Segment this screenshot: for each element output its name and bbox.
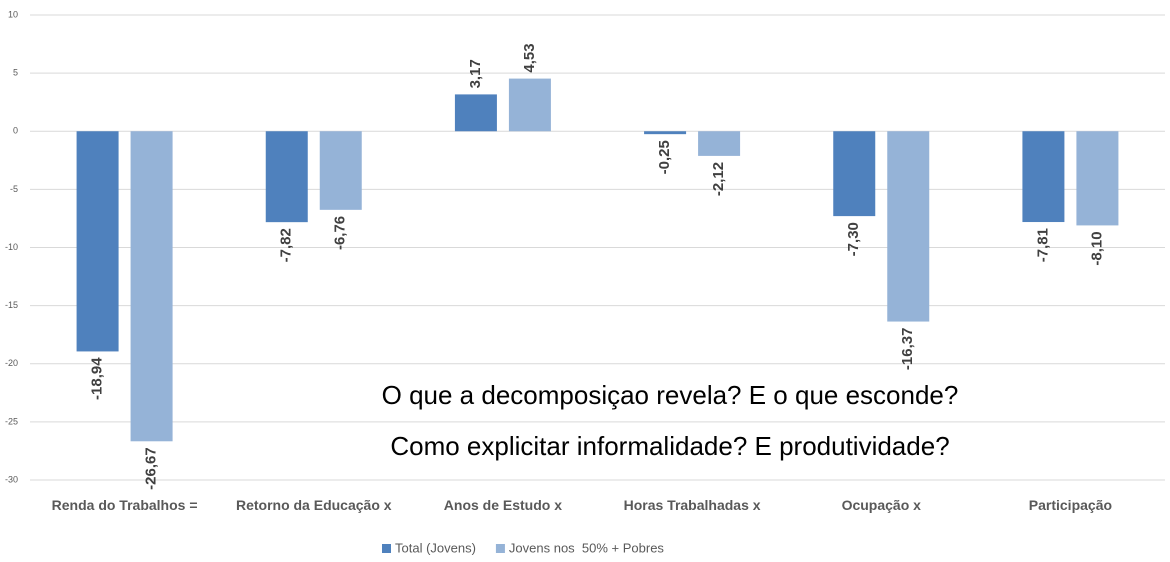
annotation: O que a decomposiçao revela? E o que esc… <box>382 380 959 410</box>
y-tick-label: -10 <box>5 242 18 252</box>
x-tick-label: Anos de Estudo x <box>443 497 563 513</box>
bar <box>319 131 362 210</box>
annotation: Como explicitar informalidade? E produti… <box>390 431 949 461</box>
bar <box>508 78 551 132</box>
data-label: -18,94 <box>89 357 106 400</box>
y-tick-label: -15 <box>5 300 18 310</box>
data-label: -2,12 <box>710 162 727 196</box>
data-label: -0,25 <box>656 140 673 174</box>
data-label: 3,17 <box>467 59 484 88</box>
x-tick-label: Renda do Trabalhos = <box>51 497 198 513</box>
bar <box>833 131 876 217</box>
legend-swatch <box>495 544 505 553</box>
bar <box>76 131 119 352</box>
x-tick-label: Ocupação x <box>841 497 921 513</box>
data-label: 4,53 <box>521 43 538 72</box>
legend-swatch <box>382 544 391 553</box>
y-tick-label: 10 <box>8 9 18 19</box>
bar <box>1022 131 1065 223</box>
data-label: -8,10 <box>1088 231 1105 265</box>
data-label: -16,37 <box>899 328 916 371</box>
y-tick-label: 5 <box>13 68 18 78</box>
x-tick-label: Participação <box>1028 497 1113 513</box>
data-label: -7,30 <box>845 222 862 256</box>
bar <box>644 131 687 135</box>
x-tick-label: Retorno da Educação x <box>235 497 392 513</box>
y-tick-label: 0 <box>13 126 18 136</box>
data-label: -7,81 <box>1034 228 1051 262</box>
data-label: -7,82 <box>278 228 295 262</box>
x-tick-label: Horas Trabalhadas x <box>623 497 761 513</box>
bar <box>130 131 173 442</box>
y-tick-label: -20 <box>5 358 18 368</box>
y-tick-label: -30 <box>5 474 18 484</box>
legend-label: Total (Jovens) <box>395 540 476 555</box>
y-tick-label: -25 <box>5 416 18 426</box>
bar <box>454 94 497 132</box>
bar <box>265 131 308 223</box>
bar <box>698 131 741 156</box>
bar <box>887 131 930 322</box>
y-tick-label: -5 <box>10 184 18 194</box>
legend-label: Jovens nos 50% + Pobres <box>509 540 665 555</box>
bar <box>1076 131 1119 226</box>
data-label: -26,67 <box>143 447 160 490</box>
data-label: -6,76 <box>332 216 349 250</box>
